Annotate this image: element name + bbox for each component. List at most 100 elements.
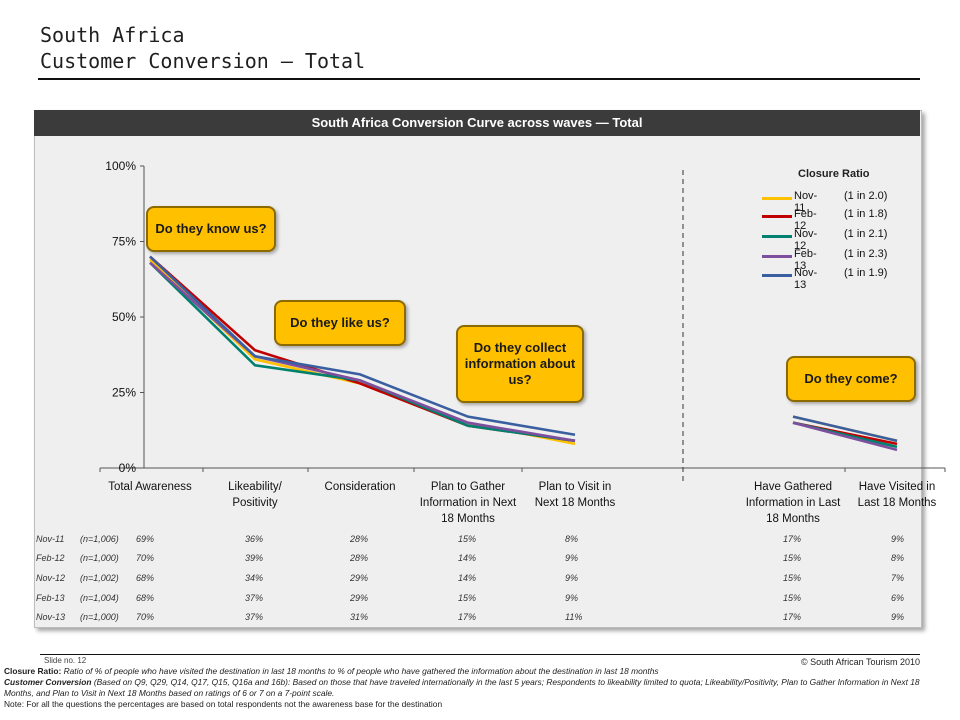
x-category-label: Plan to Gather [431, 481, 505, 493]
table-sample-size: (n=1,004) [80, 593, 119, 603]
table-value: 15% [458, 593, 477, 603]
title-line-1: South Africa [40, 23, 185, 47]
conversion-note: Customer Conversion (Based on Q9, Q29, Q… [4, 677, 944, 699]
legend-swatch [762, 197, 792, 200]
table-value: 68% [136, 573, 155, 583]
x-category-label: Likeability/ [228, 481, 282, 493]
table-sample-size: (n=1,000) [80, 612, 119, 622]
table-sample-size: (n=1,000) [80, 553, 119, 563]
table-value: 17% [458, 612, 477, 622]
table-value: 15% [458, 534, 477, 544]
legend-title: Closure Ratio [798, 168, 870, 180]
table-value: 34% [245, 573, 264, 583]
x-category-label: Next 18 Months [535, 497, 616, 509]
legend-label: Nov-13 [794, 267, 818, 291]
table-value: 11% [565, 612, 583, 622]
legend-swatch [762, 255, 792, 258]
table-value: 70% [136, 612, 155, 622]
table-value: 14% [458, 573, 477, 583]
series-line-feb-13-post [792, 421, 898, 452]
table-value: 9% [565, 573, 579, 583]
x-category-label: Positivity [232, 497, 278, 509]
table-value: 70% [136, 553, 155, 563]
table-value: 39% [245, 553, 264, 563]
chart-title: South Africa Conversion Curve across wav… [34, 110, 920, 136]
table-value: 15% [783, 593, 802, 603]
closure-label: Closure Ratio: [4, 666, 62, 676]
table-wave-label: Nov-12 [36, 573, 66, 583]
legend-ratio: (1 in 1.9) [844, 267, 888, 279]
table-value: 7% [891, 573, 905, 583]
table-value: 15% [783, 573, 802, 583]
legend-label: Feb-13 [794, 248, 817, 272]
table-wave-label: Feb-13 [36, 593, 65, 603]
table-sample-size: (n=1,006) [80, 534, 119, 544]
x-category-label: 18 Months [441, 513, 495, 525]
x-category-label: Have Gathered [754, 481, 832, 493]
copyright: © South African Tourism 2010 [800, 657, 920, 667]
table-value: 17% [783, 612, 802, 622]
table-value: 8% [891, 553, 905, 563]
legend-ratio: (1 in 2.3) [844, 248, 888, 260]
page-title: South Africa Customer Conversion — Total [40, 22, 365, 74]
series-line-nov-13-pre [149, 255, 576, 437]
table-value: 9% [891, 534, 905, 544]
table-value: 37% [245, 612, 264, 622]
legend-label: Nov-11 [794, 190, 818, 214]
table-value: 6% [891, 593, 905, 603]
table-value: 14% [458, 553, 477, 563]
table-value: 9% [565, 553, 579, 563]
series-line-nov-13-post [792, 415, 898, 443]
x-category-label: Information in Next [420, 497, 517, 509]
footer-divider [40, 654, 920, 655]
table-value: 29% [350, 593, 369, 603]
table-wave-label: Nov-13 [36, 612, 66, 622]
table-wave-label: Nov-11 [36, 534, 65, 544]
legend-swatch [762, 274, 792, 277]
table-value: 36% [245, 534, 264, 544]
table-value: 29% [350, 573, 369, 583]
callout-know-us: Do they know us? [146, 206, 276, 252]
x-category-label: 18 Months [766, 513, 820, 525]
x-category-label: Have Visited in [859, 481, 936, 493]
table-value: 28% [350, 553, 369, 563]
conversion-label: Customer Conversion [4, 677, 92, 687]
x-category-label: Total Awareness [108, 481, 192, 493]
y-tick-label: 25% [112, 386, 136, 400]
title-divider [38, 78, 920, 80]
callout-come: Do they come? [786, 356, 916, 402]
table-value: 37% [245, 593, 264, 603]
table-value: 9% [891, 612, 905, 622]
callout-collect-info: Do they collect information about us? [456, 325, 584, 403]
table-value: 31% [350, 612, 369, 622]
table-sample-size: (n=1,002) [80, 573, 119, 583]
x-category-label: Last 18 Months [858, 497, 937, 509]
legend-label: Nov-12 [794, 228, 818, 252]
callout-like-us: Do they like us? [274, 300, 406, 346]
y-tick-label: 50% [112, 310, 136, 324]
table-value: 9% [565, 593, 579, 603]
legend-ratio: (1 in 2.1) [844, 228, 888, 240]
y-tick-label: 0% [119, 461, 137, 475]
base-note: Note: For all the questions the percenta… [4, 699, 443, 709]
x-category-label: Consideration [325, 481, 396, 493]
table-value: 68% [136, 593, 155, 603]
footnotes: Closure Ratio: Ratio of % of people who … [4, 666, 944, 710]
legend-ratio: (1 in 1.8) [844, 208, 888, 220]
table-value: 17% [783, 534, 802, 544]
table-value: 8% [565, 534, 579, 544]
table-value: 15% [783, 553, 802, 563]
conversion-text: (Based on Q9, Q29, Q14, Q17, Q15, Q16a a… [4, 677, 920, 698]
y-tick-label: 75% [112, 235, 136, 249]
series-line-feb-13-pre [149, 261, 576, 443]
table-value: 28% [350, 534, 369, 544]
legend-swatch [762, 215, 792, 218]
title-line-2: Customer Conversion — Total [40, 49, 366, 73]
table-wave-label: Feb-12 [36, 553, 65, 563]
closure-note: Closure Ratio: Ratio of % of people who … [4, 666, 944, 677]
legend-label: Feb-12 [794, 208, 817, 232]
closure-text: Ratio of % of people who have visited th… [61, 666, 659, 676]
x-category-label: Information in Last [746, 497, 841, 509]
legend-swatch [762, 235, 792, 238]
